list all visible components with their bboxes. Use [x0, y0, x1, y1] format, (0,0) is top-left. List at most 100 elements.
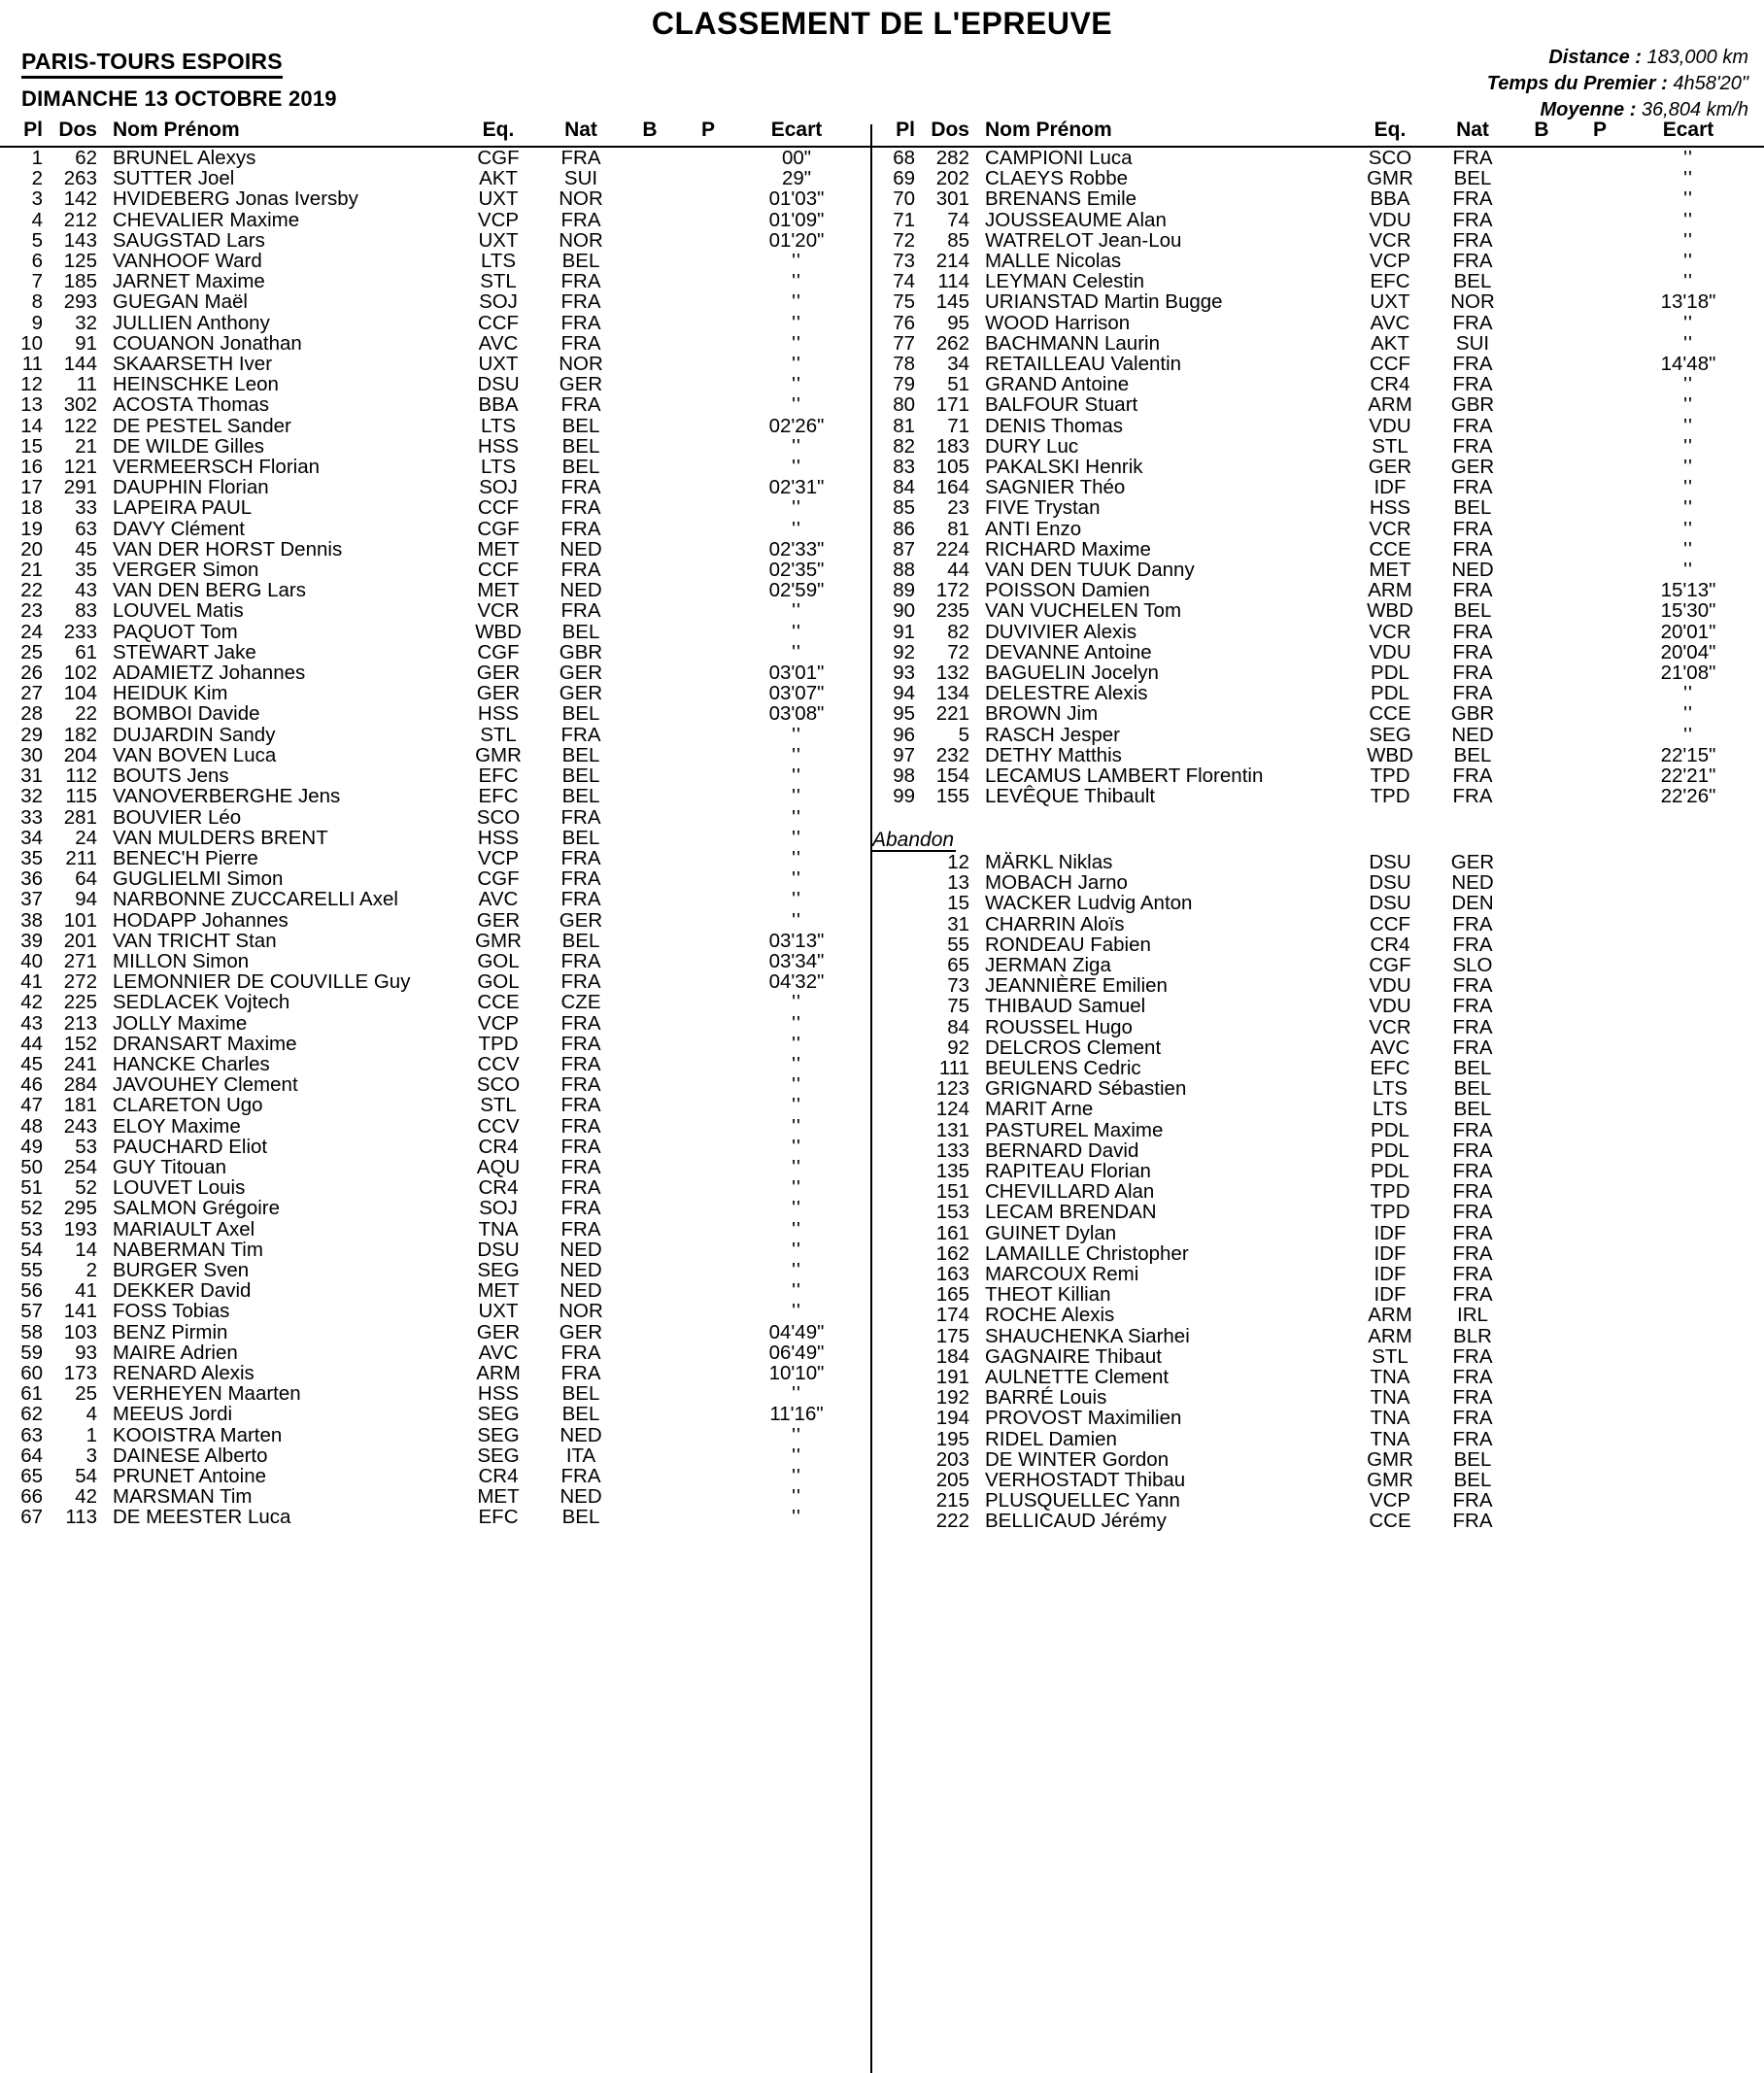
cell-dos: 102	[63, 662, 97, 685]
table-row: 75 145 URIANSTAD Martin Bugge UXT NOR 13'18"	[872, 291, 1764, 312]
cell-dos: 74	[947, 208, 969, 231]
cell-nat: FRA	[1452, 208, 1493, 231]
cell-nat: FRA	[1452, 1427, 1493, 1450]
table-row: 45 241 HANCKE Charles CCV FRA ''	[0, 1054, 872, 1074]
cell-nom: SKAARSETH Iver	[113, 353, 273, 376]
cell-b	[1513, 1181, 1570, 1202]
cell-dos: 295	[63, 1197, 97, 1220]
cell-dos: 222	[935, 1510, 969, 1533]
cell-nom: RETAILLEAU Valentin	[985, 353, 1182, 376]
cell-b	[622, 580, 678, 600]
cell-ecart: ''	[792, 991, 801, 1014]
table-row: 174 ROCHE Alexis ARM IRL	[872, 1305, 1764, 1325]
cell-dos: 62	[75, 147, 97, 169]
cell-ecart: ''	[792, 1094, 801, 1117]
cell-dos: 155	[935, 785, 969, 808]
table-row: 16 121 VERMEERSCH Florian LTS BEL ''	[0, 457, 872, 477]
cell-b	[622, 622, 678, 642]
cell-b	[1513, 1202, 1570, 1222]
cell-pl: 22	[20, 579, 43, 602]
cell-p	[1570, 872, 1630, 893]
cell-nat: FRA	[1452, 353, 1493, 376]
cell-pl: 14	[20, 414, 43, 437]
cell-p	[678, 416, 738, 436]
cell-p	[1570, 955, 1630, 975]
cell-b	[622, 868, 678, 889]
cell-b	[622, 1301, 678, 1321]
race-name: PARIS-TOURS ESPOIRS	[21, 49, 283, 79]
cell-ecart: 15'13"	[1660, 579, 1716, 602]
cell-b	[1513, 703, 1570, 724]
table-row: 55 2 BURGER Sven SEG NED ''	[0, 1260, 872, 1280]
cell-ecart: ''	[1683, 434, 1693, 458]
table-row: 57 141 FOSS Tobias UXT NOR ''	[0, 1301, 872, 1321]
cell-nom: BERNARD David	[985, 1138, 1139, 1162]
cell-p	[1570, 1202, 1630, 1222]
cell-p	[678, 725, 738, 745]
table-row: 31 CHARRIN Aloïs CCF FRA	[872, 913, 1764, 935]
cell-b	[622, 951, 678, 971]
cell-p	[1570, 1490, 1630, 1511]
cell-pl: 13	[20, 393, 43, 417]
cell-pl: 76	[893, 311, 915, 334]
cell-eq: DSU	[1369, 892, 1411, 915]
cell-pl: 12	[20, 373, 43, 396]
cell-pl: 7	[31, 270, 43, 293]
cell-nat: BEL	[561, 1382, 600, 1406]
cell-nat: FRA	[1452, 228, 1493, 252]
cell-nom: BOUVIER Léo	[113, 805, 242, 829]
cell-b	[1513, 147, 1570, 168]
cell-eq: MET	[477, 1279, 520, 1303]
cell-pl	[872, 1346, 915, 1367]
cell-eq: LTS	[1372, 1098, 1408, 1121]
cell-pl: 65	[20, 1465, 43, 1487]
cell-pl: 71	[893, 208, 915, 231]
cell-nat: NOR	[559, 353, 603, 376]
cell-pl: 30	[20, 743, 43, 766]
cell-nom: BAGUELIN Jocelyn	[985, 662, 1159, 685]
cell-nat: FRA	[560, 1155, 601, 1178]
cell-b	[622, 416, 678, 436]
table-row: 13 MOBACH Jarno DSU NED	[872, 872, 1764, 893]
cell-nat: GBR	[1450, 702, 1495, 726]
cell-eq: TPD	[478, 1032, 519, 1055]
cell-nat: BEL	[561, 702, 600, 726]
meta-average: Moyenne : 36,804 km/h	[1487, 97, 1748, 123]
cell-ecart	[1630, 1284, 1764, 1305]
cell-eq: CR4	[478, 1465, 519, 1487]
cell-b	[1513, 1223, 1570, 1243]
cell-p	[678, 1383, 738, 1404]
cell-nat: NED	[560, 1485, 602, 1509]
cell-ecart	[1630, 1202, 1764, 1222]
cell-dos: 232	[935, 743, 969, 766]
cell-p	[678, 1301, 738, 1321]
cell-nom: COUANON Jonathan	[113, 331, 302, 355]
cell-pl	[872, 872, 915, 893]
cell-dos: 72	[947, 640, 969, 663]
cell-eq: CCV	[477, 1052, 520, 1075]
cell-nom: HANCKE Charles	[113, 1052, 270, 1075]
cell-pl: 47	[20, 1094, 43, 1117]
cell-pl: 80	[893, 393, 915, 417]
table-row: 84 164 SAGNIER Théo IDF FRA ''	[872, 477, 1764, 497]
cell-ecart	[1630, 1387, 1764, 1408]
cell-dos: 293	[63, 290, 97, 314]
cell-p	[678, 333, 738, 354]
cell-nat: FRA	[1452, 1344, 1493, 1368]
cell-b	[1513, 580, 1570, 600]
cell-p	[678, 457, 738, 477]
header-ecart-right: Ecart	[1630, 119, 1764, 148]
cell-b	[1513, 1243, 1570, 1264]
cell-eq: SEG	[1369, 723, 1411, 746]
cell-nom: DUVIVIER Alexis	[985, 620, 1137, 643]
cell-b	[1513, 497, 1570, 518]
cell-ecart: ''	[1683, 167, 1693, 190]
table-row: 54 14 NABERMAN Tim DSU NED ''	[0, 1240, 872, 1260]
cell-b	[1513, 519, 1570, 539]
cell-p	[678, 1095, 738, 1115]
table-row: 26 102 ADAMIETZ Johannes GER GER 03'01"	[0, 663, 872, 683]
cell-p	[678, 1034, 738, 1054]
cell-b	[1513, 1037, 1570, 1058]
cell-nat: BEL	[561, 1506, 600, 1529]
cell-pl	[872, 1243, 915, 1264]
